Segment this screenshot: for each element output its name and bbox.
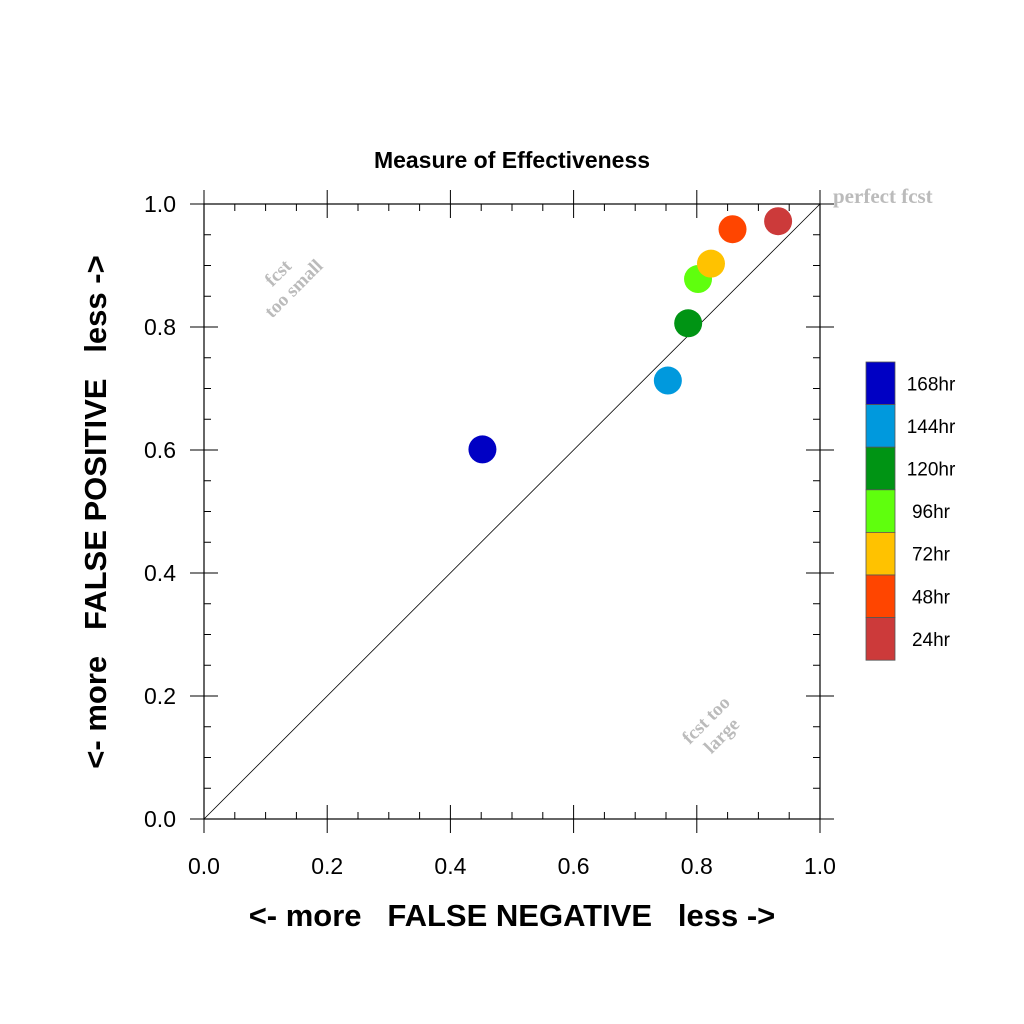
legend-swatch-48hr	[865, 574, 896, 618]
legend-label-120hr: 120hr	[907, 460, 956, 481]
x-tick-labels: 0.0 0.2 0.4 0.6 0.8 1.0	[188, 853, 836, 879]
x-axis-label: <- more FALSE NEGATIVE less ->	[249, 898, 776, 933]
y-tick-label: 0.6	[144, 437, 176, 463]
data-points	[468, 207, 793, 464]
data-point-120hr	[674, 309, 703, 338]
legend-label-144hr: 144hr	[907, 417, 956, 438]
y-tick-label: 0.8	[144, 314, 176, 340]
annotation-perfect-fcst: perfect fcst	[833, 184, 933, 208]
y-tick-label: 0.0	[144, 806, 176, 832]
data-point-48hr	[718, 215, 747, 244]
legend: 168hr 144hr 120hr 96hr 72hr 48hr 24hr	[865, 361, 956, 661]
y-tick-label: 1.0	[144, 191, 176, 217]
legend-swatch-72hr	[865, 532, 896, 576]
legend-swatch-144hr	[865, 404, 896, 448]
data-point-144hr	[653, 366, 682, 395]
x-tick-label: 0.2	[311, 853, 343, 879]
annotations: perfect fcst fcst too small fcst too lar…	[261, 184, 933, 758]
legend-swatch-120hr	[865, 446, 896, 491]
data-point-24hr	[764, 207, 793, 236]
plot-area	[190, 190, 834, 833]
plot-frame	[203, 203, 821, 820]
chart-title: Measure of Effectiveness	[374, 147, 650, 173]
legend-swatch-168hr	[865, 361, 896, 405]
legend-label-72hr: 72hr	[912, 545, 951, 566]
x-tick-label: 0.8	[681, 853, 713, 879]
y-tick-label: 0.2	[144, 683, 176, 709]
legend-label-24hr: 24hr	[912, 630, 951, 651]
x-tick-label: 1.0	[804, 853, 836, 879]
legend-label-168hr: 168hr	[907, 374, 956, 395]
data-point-168hr	[468, 435, 497, 464]
legend-label-48hr: 48hr	[912, 587, 951, 608]
x-tick-label: 0.0	[188, 853, 220, 879]
legend-swatch-24hr	[865, 617, 896, 661]
x-tick-label: 0.4	[434, 853, 466, 879]
x-tick-label: 0.6	[558, 853, 590, 879]
data-point-72hr	[696, 249, 725, 278]
legend-swatch-96hr	[865, 489, 896, 533]
y-axis-label: <- more FALSE POSITIVE less ->	[78, 255, 113, 768]
y-tick-labels: 0.0 0.2 0.4 0.6 0.8 1.0	[144, 191, 176, 832]
legend-label-96hr: 96hr	[912, 502, 951, 523]
y-tick-label: 0.4	[144, 560, 176, 586]
perfect-forecast-diagonal	[203, 203, 821, 820]
